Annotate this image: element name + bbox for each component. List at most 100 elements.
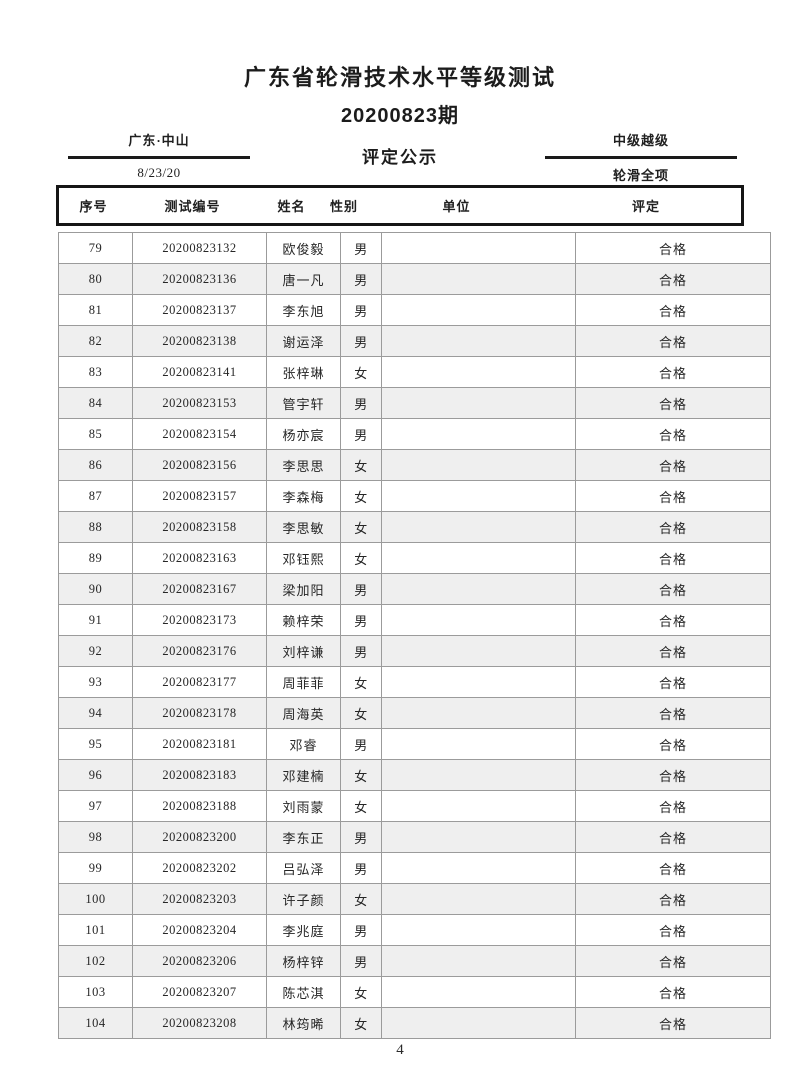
cell-col-unit: [381, 325, 576, 357]
cell-col-unit: [381, 759, 576, 791]
table-row: 92 20200823176 刘梓谦男 合格: [58, 635, 771, 667]
document-title: 广东省轮滑技术水平等级测试: [243, 65, 556, 90]
table-row: 91 20200823173 赖梓荣男 合格: [58, 604, 771, 636]
header-col-gender: 性别: [329, 199, 358, 214]
cell-col-name: 邓钰熙: [266, 542, 341, 574]
cell-col-unit: [381, 418, 576, 450]
table-row: 89 20200823163 邓钰熙女 合格: [58, 542, 771, 574]
cell-col-name: 许子颜: [266, 883, 341, 915]
cell-col-index: 88: [58, 511, 133, 543]
cell-col-name: 李兆庭: [266, 914, 341, 946]
cell-col-test-id: 20200823138: [132, 325, 267, 357]
cell-col-unit: [381, 511, 576, 543]
cell-col-name: 李思敏: [266, 511, 341, 543]
cell-col-result: 合格: [575, 480, 771, 512]
cell-col-result: 合格: [575, 325, 771, 357]
cell-col-test-id: 20200823153: [132, 387, 267, 419]
cell-col-name: 赖梓荣: [266, 604, 341, 636]
cell-col-index: 100: [58, 883, 133, 915]
table-row: 95 20200823181 邓睿男 合格: [58, 728, 771, 760]
cell-col-test-id: 20200823188: [132, 790, 267, 822]
cell-col-index: 97: [58, 790, 133, 822]
cell-col-result: 合格: [575, 232, 771, 264]
cell-col-index: 95: [58, 728, 133, 760]
table-row: 90 20200823167 梁加阳男 合格: [58, 573, 771, 605]
cell-col-unit: [381, 263, 576, 295]
location-block: 广东·中山 8/23/20: [68, 130, 250, 181]
cell-col-name: 谢运泽: [266, 325, 341, 357]
cell-col-test-id: 20200823158: [132, 511, 267, 543]
cell-col-name: 刘梓谦: [266, 635, 341, 667]
table-row: 93 20200823177 周菲菲女 合格: [58, 666, 771, 698]
cell-col-result: 合格: [575, 356, 771, 388]
cell-col-gender: 女: [340, 759, 382, 791]
cell-col-gender: 男: [340, 635, 382, 667]
cell-col-unit: [381, 666, 576, 698]
cell-col-unit: [381, 728, 576, 760]
cell-col-index: 89: [58, 542, 133, 574]
cell-col-unit: [381, 821, 576, 853]
cell-col-index: 92: [58, 635, 133, 667]
cell-col-gender: 男: [340, 418, 382, 450]
cell-col-unit: [381, 604, 576, 636]
table-row: 98 20200823200 李东正男 合格: [58, 821, 771, 853]
cell-col-name: 周海英: [266, 697, 341, 729]
cell-col-result: 合格: [575, 635, 771, 667]
cell-col-result: 合格: [575, 666, 771, 698]
cell-col-test-id: 20200823154: [132, 418, 267, 450]
cell-col-test-id: 20200823203: [132, 883, 267, 915]
cell-col-unit: [381, 449, 576, 481]
date-label: 8/23/20: [137, 165, 181, 180]
header-col-unit: 单位: [442, 199, 471, 214]
level-block: 中级越级 轮滑全项: [545, 130, 737, 184]
cell-col-name: 林筠晞: [266, 1007, 341, 1039]
cell-col-test-id: 20200823202: [132, 852, 267, 884]
cell-col-gender: 女: [340, 976, 382, 1008]
table-row: 80 20200823136 唐一凡男 合格: [58, 263, 771, 295]
table-row: 79 20200823132 欧俊毅男 合格: [58, 232, 771, 264]
cell-col-result: 合格: [575, 790, 771, 822]
category-label: 轮滑全项: [612, 168, 669, 183]
cell-col-index: 103: [58, 976, 133, 1008]
cell-col-name: 杨梓锌: [266, 945, 341, 977]
table-row: 82 20200823138 谢运泽男 合格: [58, 325, 771, 357]
cell-col-gender: 男: [340, 945, 382, 977]
cell-col-name: 李思思: [266, 449, 341, 481]
cell-col-unit: [381, 790, 576, 822]
cell-col-gender: 女: [340, 542, 382, 574]
cell-col-index: 84: [58, 387, 133, 419]
cell-col-gender: 男: [340, 914, 382, 946]
cell-col-gender: 女: [340, 883, 382, 915]
cell-col-gender: 女: [340, 480, 382, 512]
cell-col-result: 合格: [575, 883, 771, 915]
header-col-test-id: 测试编号: [164, 199, 221, 214]
cell-col-test-id: 20200823183: [132, 759, 267, 791]
cell-col-name: 张梓琳: [266, 356, 341, 388]
cell-col-unit: [381, 542, 576, 574]
cell-col-gender: 男: [340, 232, 382, 264]
cell-col-index: 104: [58, 1007, 133, 1039]
cell-col-test-id: 20200823200: [132, 821, 267, 853]
cell-col-index: 98: [58, 821, 133, 853]
cell-col-test-id: 20200823208: [132, 1007, 267, 1039]
cell-col-unit: [381, 1007, 576, 1039]
cell-col-index: 81: [58, 294, 133, 326]
cell-col-result: 合格: [575, 263, 771, 295]
cell-col-unit: [381, 294, 576, 326]
cell-col-gender: 男: [340, 573, 382, 605]
cell-col-unit: [381, 480, 576, 512]
cell-col-test-id: 20200823181: [132, 728, 267, 760]
cell-col-name: 杨亦宸: [266, 418, 341, 450]
cell-col-unit: [381, 883, 576, 915]
cell-col-gender: 女: [340, 511, 382, 543]
header-col-index: 序号: [79, 199, 108, 214]
table-row: 99 20200823202 吕弘泽男 合格: [58, 852, 771, 884]
cell-col-test-id: 20200823157: [132, 480, 267, 512]
cell-col-result: 合格: [575, 728, 771, 760]
cell-col-gender: 女: [340, 356, 382, 388]
cell-col-gender: 男: [340, 325, 382, 357]
table-row: 104 20200823208 林筠晞女 合格: [58, 1007, 771, 1039]
cell-col-index: 93: [58, 666, 133, 698]
left-divider-line: [68, 156, 250, 159]
cell-col-gender: 男: [340, 852, 382, 884]
